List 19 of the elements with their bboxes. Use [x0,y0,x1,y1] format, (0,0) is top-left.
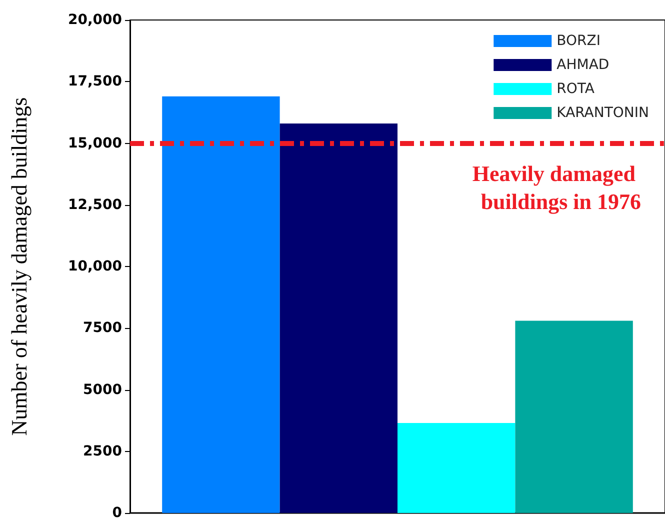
y-tick-label: 0 [112,505,122,521]
legend-label: AHMAD [556,57,610,73]
y-tick-label: 2500 [83,443,122,460]
y-tick-label: 5000 [83,382,122,398]
legend-label: ROTA [556,81,595,97]
legend-label: BORZI [556,33,600,49]
y-tick-label: 10,000 [68,258,122,274]
bar [280,124,398,513]
bar [398,423,516,513]
ref-line-label: Heavily damaged buildings in 1976 [472,160,641,214]
bar [515,320,633,513]
y-axis-title: Number of heavily damaged buildings [6,97,32,436]
y-tick-label: 17,500 [68,74,122,90]
y-tick-label: 12,500 [68,196,122,213]
y-tick-label: 20,000 [68,12,122,28]
y-tick-label: 15,000 [68,135,122,152]
bar [162,96,280,513]
y-tick-label: 7500 [83,320,122,336]
legend-label: KARANTONIN [556,105,650,121]
